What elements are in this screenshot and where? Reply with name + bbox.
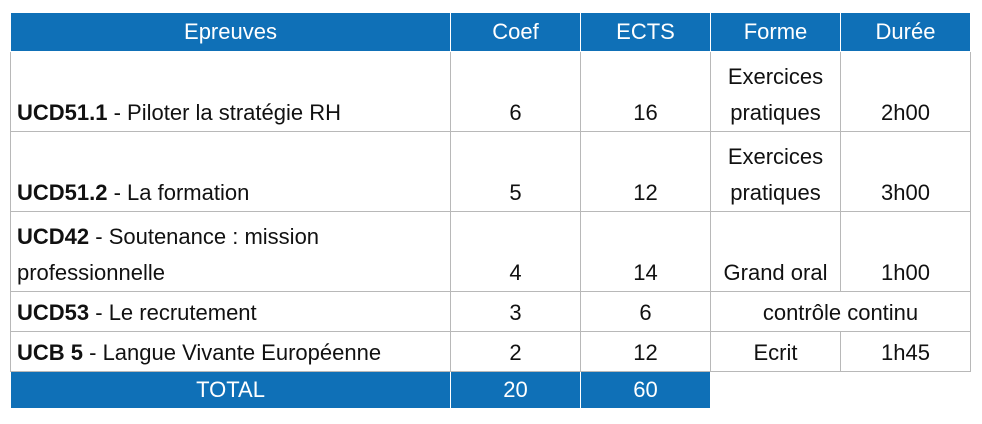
epreuve-code: UCB 5: [17, 340, 84, 365]
coef-cell: 5: [450, 131, 581, 212]
ects-cell: 16: [580, 51, 711, 132]
header-row: Epreuves Coef ECTS Forme Durée: [10, 12, 971, 52]
coef-cell: 4: [450, 211, 581, 292]
total-ects: 60: [580, 371, 711, 409]
epreuve-cell: UCB 5 - Langue Vivante Européenne: [10, 331, 451, 372]
epreuve-code: UCD51.1: [17, 100, 108, 125]
coef-cell: 2: [450, 331, 581, 372]
duree-cell: 1h45: [840, 331, 971, 372]
forme-merged-cell: contrôle continu: [710, 291, 971, 332]
exam-table: Epreuves Coef ECTS Forme Durée UCD51.1 -…: [10, 12, 971, 409]
epreuve-cell: UCD51.2 - La formation: [10, 131, 451, 212]
forme-cell: Exercices pratiques: [710, 131, 841, 212]
epreuve-code: UCD51.2: [17, 180, 108, 205]
col-ects: ECTS: [580, 12, 711, 52]
forme-line-2: pratiques: [730, 100, 821, 125]
forme-cell: Grand oral: [710, 211, 841, 292]
duree-cell: 3h00: [840, 131, 971, 212]
coef-cell: 3: [450, 291, 581, 332]
table-row: UCD51.1 - Piloter la stratégie RH 6 16 E…: [10, 51, 971, 132]
ects-cell: 6: [580, 291, 711, 332]
total-empty-forme: [711, 372, 841, 409]
coef-cell: 6: [450, 51, 581, 132]
table-row: UCD53 - Le recrutement 3 6 contrôle cont…: [10, 291, 971, 332]
epreuve-title: - Piloter la stratégie RH: [107, 100, 342, 125]
forme-cell: Ecrit: [710, 331, 841, 372]
duree-cell: 1h00: [840, 211, 971, 292]
total-row: TOTAL 20 60: [10, 371, 971, 409]
total-empty-duree: [841, 372, 971, 409]
ects-cell: 12: [580, 331, 711, 372]
epreuve-title-line-2: professionnelle: [17, 260, 165, 285]
epreuve-title: - Langue Vivante Européenne: [83, 340, 382, 365]
epreuve-title: - Soutenance : mission: [89, 224, 320, 249]
epreuve-title: - La formation: [107, 180, 250, 205]
table-row: UCD42 - Soutenance : mission professionne…: [10, 211, 971, 292]
epreuve-title: - Le recrutement: [89, 300, 257, 325]
forme-line-2: pratiques: [730, 180, 821, 205]
col-coef: Coef: [450, 12, 581, 52]
forme-cell: Exercices pratiques: [710, 51, 841, 132]
forme-line-1: Exercices: [727, 64, 824, 89]
epreuve-cell: UCD42 - Soutenance : mission professionne…: [10, 211, 451, 292]
col-forme: Forme: [710, 12, 841, 52]
epreuve-code: UCD42: [17, 224, 90, 249]
col-duree: Durée: [840, 12, 971, 52]
col-epreuves: Epreuves: [10, 12, 451, 52]
total-label: TOTAL: [10, 371, 451, 409]
total-coef: 20: [450, 371, 581, 409]
epreuve-cell: UCD53 - Le recrutement: [10, 291, 451, 332]
ects-cell: 14: [580, 211, 711, 292]
forme-line-1: Exercices: [727, 144, 824, 169]
ects-cell: 12: [580, 131, 711, 212]
epreuve-code: UCD53: [17, 300, 90, 325]
table-row: UCD51.2 - La formation 5 12 Exercices pra…: [10, 131, 971, 212]
table-row: UCB 5 - Langue Vivante Européenne 2 12 E…: [10, 331, 971, 372]
epreuve-cell: UCD51.1 - Piloter la stratégie RH: [10, 51, 451, 132]
duree-cell: 2h00: [840, 51, 971, 132]
